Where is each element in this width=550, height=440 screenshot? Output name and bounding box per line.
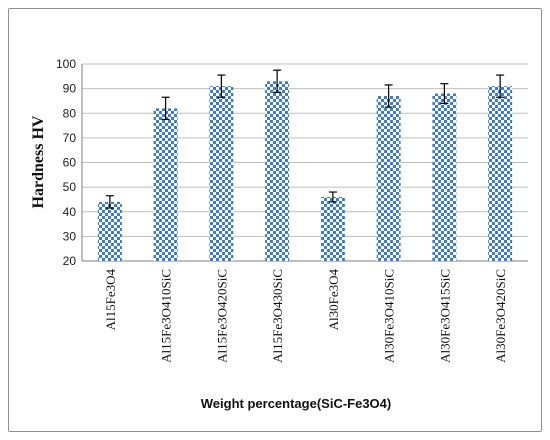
y-tick-label: 30 — [63, 229, 77, 243]
x-category-label: Al30Fe3O4 — [326, 269, 341, 331]
y-tick-label: 100 — [56, 57, 76, 71]
x-category-label: Al15Fe3O420SiC — [214, 269, 229, 363]
x-category-label: Al30Fe3O410SiC — [382, 269, 397, 363]
y-tick-label: 20 — [63, 254, 77, 268]
bar — [432, 93, 457, 261]
bar — [209, 86, 234, 261]
error-bar — [328, 191, 337, 203]
x-category-label: Al15Fe3O410SiC — [159, 269, 174, 363]
y-tick-label: 90 — [63, 82, 77, 96]
x-category-label: Al30Fe3O415SiC — [437, 269, 452, 363]
error-bar — [105, 195, 114, 209]
x-category-label: Al15Fe3O430SiC — [270, 269, 285, 363]
error-bars — [105, 69, 505, 209]
bar — [376, 96, 401, 261]
bars — [97, 81, 513, 261]
error-bar — [273, 69, 282, 93]
bar — [488, 86, 513, 261]
y-tick-labels: 20 30 40 50 60 70 80 90 100 — [56, 57, 76, 268]
y-tick-label: 40 — [63, 205, 77, 219]
error-bar — [384, 84, 393, 108]
y-tick-label: 70 — [63, 131, 77, 145]
bar — [265, 81, 290, 261]
y-tick-label: 80 — [63, 106, 77, 120]
error-bar — [161, 96, 170, 121]
error-bar — [440, 83, 449, 105]
bar — [97, 201, 122, 261]
bar — [320, 196, 345, 261]
bar — [153, 108, 178, 261]
x-category-labels: Al15Fe3O4 Al15Fe3O410SiC Al15Fe3O420SiC Al1… — [103, 269, 508, 363]
error-bar — [496, 74, 505, 98]
x-category-label: Al30Fe3O420SiC — [493, 269, 508, 363]
gridlines — [82, 63, 528, 237]
error-bar — [217, 74, 226, 98]
y-tick-label: 60 — [63, 156, 77, 170]
y-axis-label: Hardness HV — [30, 115, 47, 208]
x-axis-label: Weight percentage(SiC-Fe3O4) — [201, 396, 391, 411]
x-category-label: Al15Fe3O4 — [103, 269, 118, 331]
y-tick-label: 50 — [63, 180, 77, 194]
